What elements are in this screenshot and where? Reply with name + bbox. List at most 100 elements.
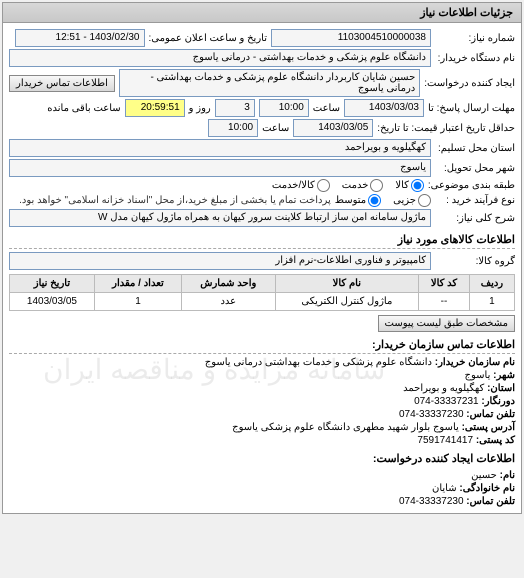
- cell-code: --: [419, 293, 470, 311]
- col-unit: واحد شمارش: [182, 275, 275, 293]
- contact-fax-value: 33337231-074: [414, 396, 479, 407]
- contact-city-value: یاسوج: [465, 370, 491, 381]
- class-goods-label: کالا: [395, 180, 409, 191]
- contact-fax: دورنگار: 33337231-074: [9, 396, 515, 407]
- class-goods-option[interactable]: کالا: [395, 179, 424, 192]
- class-label: طبقه بندی موضوعی:: [428, 180, 515, 191]
- class-both-label: کالا/خدمت: [272, 180, 315, 191]
- contact-addr: آدرس پستی: یاسوج بلوار شهید مطهری دانشگا…: [9, 422, 515, 433]
- col-qty: تعداد / مقدار: [94, 275, 181, 293]
- remain-label: ساعت باقی مانده: [47, 103, 120, 114]
- col-name: نام کالا: [275, 275, 419, 293]
- attachment-button[interactable]: مشخصات طبق لیست پیوست: [378, 315, 516, 332]
- requester-label: ایجاد کننده درخواست:: [424, 78, 515, 89]
- req-fname: نام: حسین: [9, 470, 515, 481]
- need-no-label: شماره نیاز:: [435, 33, 515, 44]
- contact-addr-label: آدرس پستی:: [462, 422, 515, 433]
- req-phone-value: 33337230-074: [399, 496, 464, 507]
- class-goods-radio[interactable]: [411, 179, 424, 192]
- requester-section-title: اطلاعات ایجاد کننده درخواست:: [9, 452, 515, 467]
- province-label: استان محل تسلیم:: [435, 143, 515, 154]
- validity-label: حداقل تاریخ اعتبار قیمت: تا تاریخ:: [377, 123, 515, 134]
- process-radio-group: جزیی متوسط: [335, 194, 431, 207]
- process-note: پرداخت تمام یا بخشی از مبلغ خرید،از محل …: [9, 195, 331, 206]
- req-lname-value: شایان: [432, 483, 457, 494]
- validity-hour-label: ساعت: [262, 123, 289, 134]
- process-low-label: جزیی: [393, 195, 416, 206]
- col-row: ردیف: [469, 275, 514, 293]
- buyer-org-label: نام دستگاه خریدار:: [435, 53, 515, 64]
- buyer-org-value: دانشگاه علوم پزشکی و خدمات بهداشتی - درم…: [9, 49, 431, 67]
- class-service-label: خدمت: [342, 180, 369, 191]
- contact-province-value: کهگیلویه و بویراحمد: [403, 383, 484, 394]
- contact-post: کد پستی: 7591741417: [9, 435, 515, 446]
- contact-addr-value: یاسوج بلوار شهید مطهری دانشگاه علوم پزشک…: [232, 422, 459, 433]
- need-no-value: 1103004510000038: [271, 29, 431, 47]
- contact-phone: تلفن تماس: 33337230-074: [9, 409, 515, 420]
- goods-section-title: اطلاعات کالاهای مورد نیاز: [9, 233, 515, 249]
- req-fname-value: حسین: [471, 470, 497, 481]
- contact-post-value: 7591741417: [417, 435, 473, 446]
- col-code: کد کالا: [419, 275, 470, 293]
- col-date: تاریخ نیاز: [10, 275, 95, 293]
- deadline-hour-label: ساعت: [313, 103, 340, 114]
- contact-post-label: کد پستی:: [476, 435, 515, 446]
- table-row[interactable]: 1 -- ماژول کنترل الکتریکی عدد 1 1403/03/…: [10, 293, 515, 311]
- contact-phone-value: 33337230-074: [399, 409, 464, 420]
- panel-title: جزئیات اطلاعات نیاز: [3, 3, 521, 23]
- contact-city: شهر: یاسوج: [9, 370, 515, 381]
- days-value: 3: [215, 99, 255, 117]
- contact-org-label: نام سازمان خریدار:: [435, 357, 515, 368]
- req-phone: تلفن تماس: 33337230-074: [9, 496, 515, 507]
- class-service-radio[interactable]: [370, 179, 383, 192]
- announce-label: تاریخ و ساعت اعلان عمومی:: [149, 33, 268, 44]
- city-value: یاسوج: [9, 159, 431, 177]
- cell-name: ماژول کنترل الکتریکی: [275, 293, 419, 311]
- class-both-radio[interactable]: [317, 179, 330, 192]
- contact-province: استان: کهگیلویه و بویراحمد: [9, 383, 515, 394]
- process-low-option[interactable]: جزیی: [393, 194, 431, 207]
- group-label: گروه کالا:: [435, 256, 515, 267]
- remain-value: 20:59:51: [125, 99, 185, 117]
- contact-org-value: دانشگاه علوم پزشکی و خدمات بهداشتی درمان…: [205, 357, 432, 368]
- days-label: روز و: [189, 103, 211, 114]
- city-label: شهر محل تحویل:: [435, 163, 515, 174]
- validity-hour: 10:00: [208, 119, 258, 137]
- contact-phone-label: تلفن تماس:: [466, 409, 515, 420]
- requester-value: حسین شایان کاربردار دانشگاه علوم پزشکی و…: [119, 69, 420, 97]
- deadline-hour: 10:00: [259, 99, 309, 117]
- contact-section-title: اطلاعات تماس سازمان خریدار:: [9, 338, 515, 354]
- form-body: شماره نیاز: 1103004510000038 تاریخ و ساع…: [3, 23, 521, 513]
- req-lname: نام خانوادگی: شایان: [9, 483, 515, 494]
- validity-date: 1403/03/05: [293, 119, 373, 137]
- group-value: کامپیوتر و فناوری اطلاعات-نرم افزار: [9, 252, 431, 270]
- process-mid-radio[interactable]: [368, 194, 381, 207]
- req-fname-label: نام:: [500, 470, 515, 481]
- cell-date: 1403/03/05: [10, 293, 95, 311]
- province-value: کهگیلویه و بویراحمد: [9, 139, 431, 157]
- class-radio-group: کالا خدمت کالا/خدمت: [272, 179, 424, 192]
- req-phone-label: تلفن تماس:: [466, 496, 515, 507]
- process-low-radio[interactable]: [418, 194, 431, 207]
- class-both-option[interactable]: کالا/خدمت: [272, 179, 330, 192]
- process-mid-option[interactable]: متوسط: [335, 194, 381, 207]
- cell-unit: عدد: [182, 293, 275, 311]
- cell-qty: 1: [94, 293, 181, 311]
- contact-org: نام سازمان خریدار: دانشگاه علوم پزشکی و …: [9, 357, 515, 368]
- class-service-option[interactable]: خدمت: [342, 179, 384, 192]
- goods-grid: ردیف کد کالا نام کالا واحد شمارش تعداد /…: [9, 274, 515, 311]
- announce-value: 1403/02/30 - 12:51: [15, 29, 145, 47]
- process-mid-label: متوسط: [335, 195, 366, 206]
- contact-fax-label: دورنگار:: [481, 396, 515, 407]
- contact-city-label: شهر:: [493, 370, 515, 381]
- deadline-label: مهلت ارسال پاسخ: تا: [428, 103, 515, 114]
- contact-province-label: استان:: [487, 383, 515, 394]
- deadline-date: 1403/03/03: [344, 99, 424, 117]
- process-label: نوع فرآیند خرید :: [435, 195, 515, 206]
- cell-row: 1: [469, 293, 514, 311]
- req-lname-label: نام خانوادگی:: [459, 483, 515, 494]
- desc-label: شرح کلی نیاز:: [435, 213, 515, 224]
- grid-header-row: ردیف کد کالا نام کالا واحد شمارش تعداد /…: [10, 275, 515, 293]
- buyer-contact-button[interactable]: اطلاعات تماس خریدار: [9, 75, 115, 92]
- desc-value: ماژول سامانه امن ساز ارتباط کلاینت سرور …: [9, 209, 431, 227]
